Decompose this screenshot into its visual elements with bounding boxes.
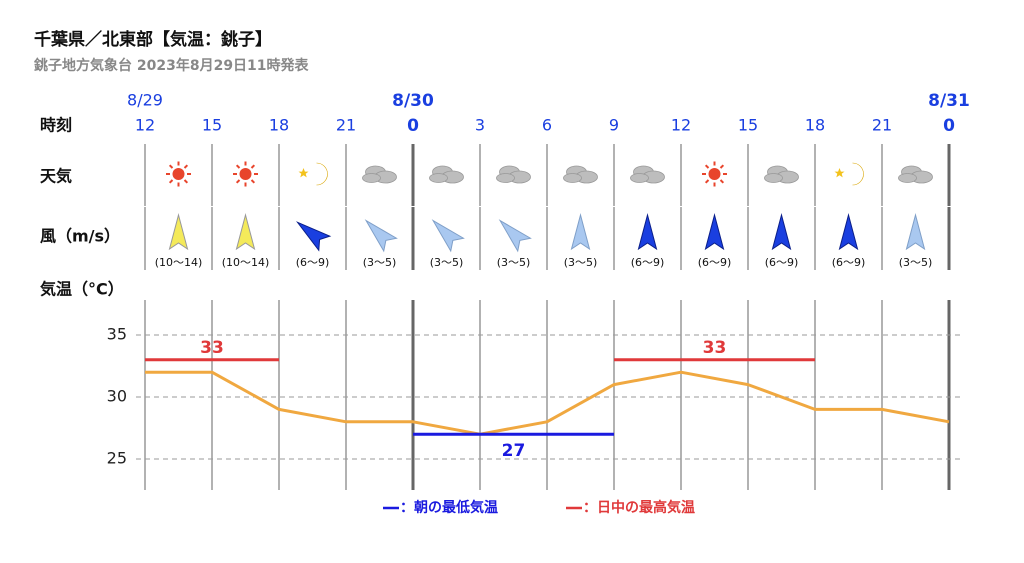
wind-speed: (6〜9) [698, 256, 732, 269]
sun-ray [719, 179, 725, 184]
weather-icon [362, 165, 397, 184]
wind-arrow [498, 219, 532, 253]
moon [316, 162, 328, 186]
row-label: 気温（°C） [40, 280, 124, 299]
hour-label: 18 [269, 116, 289, 135]
wind-arrow [431, 219, 465, 253]
y-tick-label: 30 [107, 387, 127, 406]
row-label: 時刻 [40, 116, 72, 135]
wind-speed: (10〜14) [222, 256, 270, 269]
value-label: 33 [703, 338, 727, 358]
hour-label: 0 [407, 116, 419, 136]
sun-ray [183, 164, 189, 169]
wind-arrow [838, 213, 859, 251]
cloud [362, 173, 381, 183]
hour-label: 15 [202, 116, 222, 135]
weather-icon [834, 162, 864, 186]
wind-arrow [570, 213, 591, 251]
star [834, 168, 845, 178]
wind-arrow [637, 213, 658, 251]
date-label: 8/30 [392, 91, 434, 111]
weather-icon [764, 165, 799, 184]
cloud [898, 173, 917, 183]
subtitle: 銚子地方気象台 2023年8月29日11時発表 [34, 57, 310, 74]
temperature-line [145, 370, 950, 436]
wind-speed: (6〜9) [296, 256, 330, 269]
sun-ray [250, 179, 256, 184]
row-label: 天気 [40, 167, 72, 186]
wind-speed: (6〜9) [631, 256, 665, 269]
weather-icon [496, 165, 531, 184]
value-label: 27 [502, 441, 526, 461]
date-label: 8/31 [928, 91, 970, 111]
weather-icon [429, 165, 464, 184]
wind-speed: (6〜9) [765, 256, 799, 269]
weather-icon [630, 165, 665, 184]
title: 千葉県／北東部【気温：銚子】 [34, 29, 272, 50]
hour-label: 12 [135, 116, 155, 135]
hour-label: 6 [542, 116, 552, 135]
hour-label: 18 [805, 116, 825, 135]
legend-label: ：日中の最高気温 [583, 499, 695, 516]
weather-icon [166, 161, 191, 187]
sun-ray [235, 164, 241, 169]
wind-speed: (10〜14) [155, 256, 203, 269]
legend-label: ：朝の最低気温 [400, 499, 498, 516]
hour-label: 0 [943, 116, 955, 136]
sun [708, 168, 721, 180]
weather-icon [563, 165, 598, 184]
wind-speed: (6〜9) [832, 256, 866, 269]
weather-icon [702, 161, 727, 187]
sun [172, 168, 185, 180]
weather-icon [298, 162, 328, 186]
wind-speed: (3〜5) [899, 256, 933, 269]
wind-speed: (3〜5) [564, 256, 598, 269]
hour-label: 9 [609, 116, 619, 135]
sun-ray [168, 164, 174, 169]
sun-ray [168, 179, 174, 184]
sun-ray [183, 179, 189, 184]
weather-icon [898, 165, 933, 184]
star [298, 168, 309, 178]
cloud [630, 173, 649, 183]
y-tick-label: 35 [107, 325, 127, 344]
cloud [429, 173, 448, 183]
wind-arrow [771, 213, 792, 251]
hour-label: 12 [671, 116, 691, 135]
hour-label: 15 [738, 116, 758, 135]
weather-icon [233, 161, 258, 187]
sun-ray [235, 179, 241, 184]
wind-arrow [704, 213, 725, 251]
wind-arrow [364, 219, 398, 253]
cloud [496, 173, 515, 183]
row-label: 風（m/s） [40, 227, 120, 246]
hour-label: 3 [475, 116, 485, 135]
y-tick-label: 25 [107, 449, 127, 468]
wind-arrow [295, 221, 332, 252]
hour-label: 21 [336, 116, 356, 135]
sun-ray [704, 179, 710, 184]
wind-arrow [905, 213, 926, 251]
sun-ray [250, 164, 256, 169]
wind-arrow [168, 213, 189, 251]
cloud [563, 173, 582, 183]
sun [239, 168, 252, 180]
cloud [764, 173, 783, 183]
wind-speed: (3〜5) [430, 256, 464, 269]
sun-ray [719, 164, 725, 169]
value-label: 33 [200, 338, 224, 358]
wind-arrow [235, 213, 256, 251]
hour-label: 21 [872, 116, 892, 135]
date-label: 8/29 [127, 91, 163, 110]
wind-speed: (3〜5) [497, 256, 531, 269]
sun-ray [704, 164, 710, 169]
wind-speed: (3〜5) [363, 256, 397, 269]
moon [852, 162, 864, 186]
